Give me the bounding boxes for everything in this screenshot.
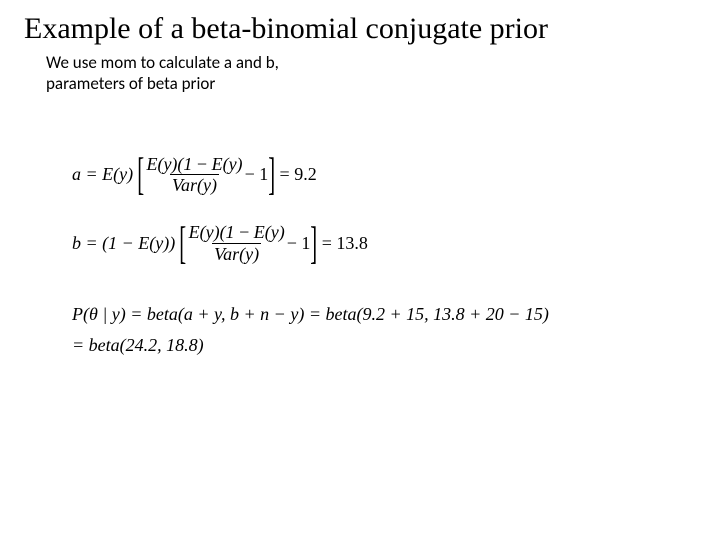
eq-a-lhs: a = E(y) [72,164,133,185]
slide: Example of a beta-binomial conjugate pri… [0,0,720,540]
eq-b-fraction: E(y)(1 − E(y) Var(y) [187,223,287,264]
eq-a-fraction: E(y)(1 − E(y) Var(y) [144,155,244,196]
equation-posterior: P(θ | y) = beta(a + y, b + n − y) = beta… [72,304,696,356]
eq-a-num-pre: E(y)(1 [146,154,192,174]
eq-a-den: Var(y) [170,174,219,195]
eq-a-num-post: E(y) [212,154,243,174]
eq-post-line1: P(θ | y) = beta(a + y, b + n − y) = beta… [72,304,696,325]
equation-a: a = E(y) [ E(y)(1 − E(y) Var(y) − 1 ] = … [72,155,696,196]
eq-b-num-pre: E(y)(1 [189,222,235,242]
eq-b-num-mid: − [235,222,254,242]
eq-post-line2: = beta(24.2, 18.8) [72,335,696,356]
eq-b-minus-one: − 1 [287,233,311,254]
eq-a-minus-one: − 1 [245,164,269,185]
eq-b-num-post: E(y) [254,222,285,242]
eq-a-num-mid: − [192,154,211,174]
subtitle-line-2: parameters of beta prior [46,73,696,94]
slide-subtitle: We use mom to calculate a and b, paramet… [46,52,696,95]
right-bracket-icon: ] [311,225,318,262]
eq-b-lhs: b = (1 − E(y)) [72,233,175,254]
eq-b-rhs: = 13.8 [322,233,368,254]
eq-b-den: Var(y) [212,243,261,264]
eq-a-rhs: = 9.2 [280,164,317,185]
subtitle-line-1: We use mom to calculate a and b, [46,52,696,73]
right-bracket-icon: ] [268,156,275,193]
slide-title: Example of a beta-binomial conjugate pri… [24,12,696,46]
equation-b: b = (1 − E(y)) [ E(y)(1 − E(y) Var(y) − … [72,223,696,264]
left-bracket-icon: [ [179,225,186,262]
left-bracket-icon: [ [137,156,144,193]
